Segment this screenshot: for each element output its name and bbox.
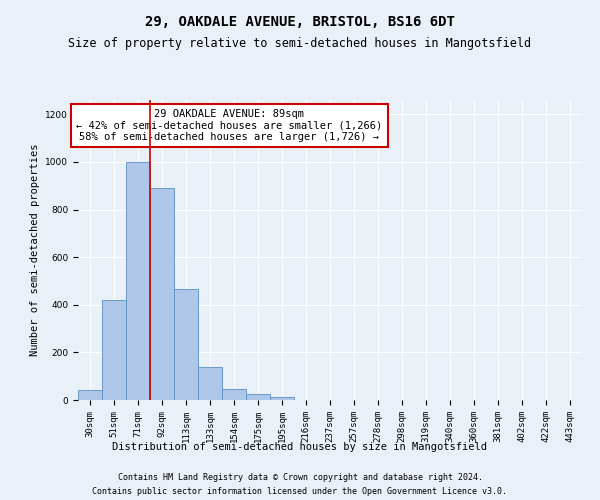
Bar [150,188,174,400]
Bar [246,394,270,400]
Text: Distribution of semi-detached houses by size in Mangotsfield: Distribution of semi-detached houses by … [113,442,487,452]
Bar [222,390,246,400]
Text: Contains HM Land Registry data © Crown copyright and database right 2024.: Contains HM Land Registry data © Crown c… [118,472,482,482]
Text: Size of property relative to semi-detached houses in Mangotsfield: Size of property relative to semi-detach… [68,38,532,51]
Bar [102,300,126,400]
Bar [78,390,102,400]
Text: 29, OAKDALE AVENUE, BRISTOL, BS16 6DT: 29, OAKDALE AVENUE, BRISTOL, BS16 6DT [145,15,455,29]
Text: Contains public sector information licensed under the Open Government Licence v3: Contains public sector information licen… [92,488,508,496]
Bar [126,162,150,400]
Bar [198,366,222,400]
Bar [174,290,198,400]
Y-axis label: Number of semi-detached properties: Number of semi-detached properties [30,144,40,356]
Bar [270,397,294,400]
Text: 29 OAKDALE AVENUE: 89sqm
← 42% of semi-detached houses are smaller (1,266)
58% o: 29 OAKDALE AVENUE: 89sqm ← 42% of semi-d… [76,109,382,142]
